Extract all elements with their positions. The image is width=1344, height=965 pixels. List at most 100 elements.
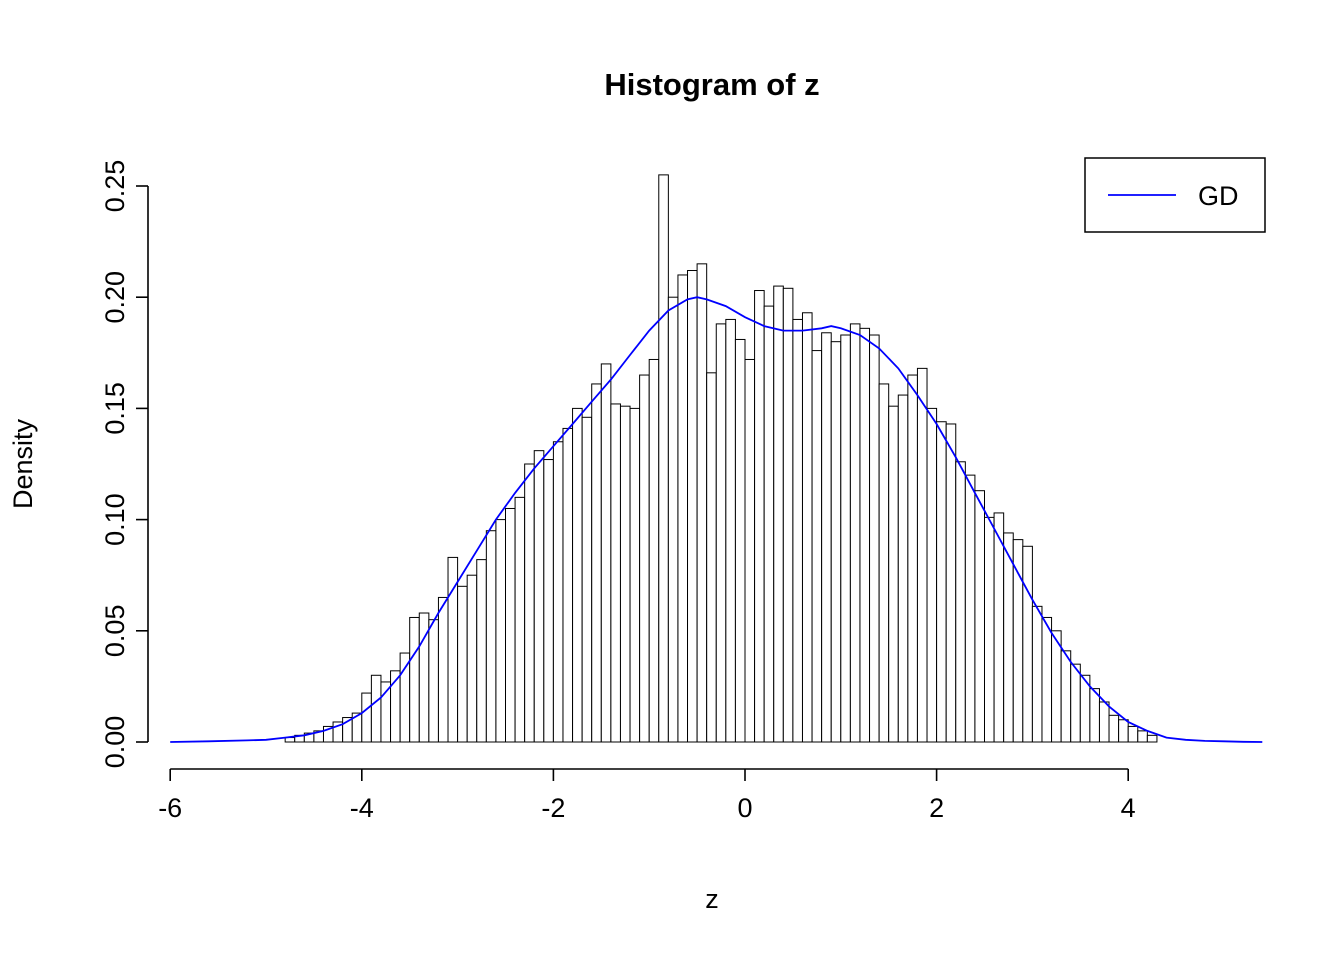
histogram-bar: [1137, 730, 1148, 743]
histogram-bar: [495, 519, 507, 743]
histogram-bars: [284, 174, 1158, 743]
histogram-bar: [591, 383, 602, 743]
histogram-bar: [1108, 714, 1120, 743]
x-tick-label: 0: [737, 793, 752, 823]
histogram-bar: [1098, 701, 1110, 743]
histogram-bar: [734, 338, 746, 743]
histogram-bar: [1022, 545, 1033, 743]
histogram-bar: [1089, 688, 1100, 743]
histogram-bar: [744, 358, 756, 743]
histogram-bar: [677, 274, 689, 743]
histogram-bar: [562, 427, 574, 743]
histogram-bar: [457, 585, 468, 743]
histogram-bar: [1051, 630, 1062, 743]
histogram-bar: [926, 407, 938, 743]
histogram-bar: [514, 496, 526, 743]
histogram-bar: [667, 296, 679, 743]
y-tick-label: 0.15: [100, 382, 130, 435]
histogram-bar: [916, 367, 928, 743]
histogram-bar: [610, 403, 621, 743]
histogram-bar: [600, 363, 612, 743]
x-tick-label: 2: [929, 793, 944, 823]
y-tick-label: 0.10: [100, 493, 130, 546]
histogram-bar: [466, 574, 478, 743]
histogram-bar: [409, 616, 420, 743]
histogram-bar: [639, 374, 650, 743]
x-tick-label: -6: [158, 793, 182, 823]
histogram-bar: [869, 334, 880, 743]
histogram-bar: [974, 490, 985, 743]
histogram-bar: [572, 407, 583, 743]
histogram-bar: [1041, 616, 1053, 743]
histogram-bar: [888, 405, 899, 743]
histogram-bar: [1070, 663, 1081, 743]
density-curve: [170, 296, 1263, 743]
histogram-bar: [648, 358, 660, 743]
histogram-bar: [361, 692, 372, 743]
histogram-bar: [581, 416, 593, 743]
histogram-bar: [687, 270, 698, 743]
y-axis-label: Density: [8, 418, 38, 509]
histogram-bar: [830, 341, 842, 743]
histogram-bar: [696, 263, 708, 743]
y-tick-label: 0.00: [100, 716, 130, 769]
histogram-bar: [849, 323, 861, 743]
histogram-bar: [782, 287, 794, 743]
y-tick-label: 0.25: [100, 160, 130, 213]
histogram-bar: [658, 174, 669, 743]
histogram-bar: [763, 305, 775, 743]
histogram-bar: [1060, 650, 1072, 743]
legend-box: [1084, 157, 1266, 233]
histogram-bar: [945, 423, 957, 743]
legend: GD: [1084, 157, 1266, 233]
histogram-bar: [485, 530, 497, 743]
histogram-bar: [715, 323, 727, 743]
histogram-bar: [897, 394, 909, 743]
histogram-bar: [1012, 539, 1024, 743]
histogram-bar: [964, 474, 976, 743]
histogram-bar: [629, 407, 641, 743]
histogram-bar: [801, 312, 813, 743]
histogram-bar: [1146, 734, 1158, 743]
y-axis: 0.00 0.05 0.10 0.15 0.20 0.25: [100, 160, 149, 769]
x-tick-label: 4: [1121, 793, 1136, 823]
histogram-bar: [984, 516, 995, 743]
histogram-bar: [706, 372, 717, 743]
y-tick-label: 0.05: [100, 605, 130, 658]
histogram-bar: [754, 290, 765, 743]
histogram-bar: [619, 405, 631, 743]
x-tick-label: -4: [350, 793, 374, 823]
histogram-bar: [370, 674, 382, 743]
x-axis: -6 -4 -2 0 2 4: [158, 768, 1136, 823]
histogram-bar: [476, 559, 487, 743]
histogram-bar: [840, 334, 851, 743]
histogram-bar: [1118, 719, 1129, 743]
histogram-bar: [792, 318, 803, 743]
histogram-bar: [821, 332, 832, 743]
histogram-bar: [955, 461, 966, 743]
histogram-bar: [859, 327, 871, 743]
histogram-bar: [773, 285, 784, 743]
histogram-bar: [543, 459, 554, 743]
chart-title: Histogram of z: [604, 67, 819, 102]
histogram-bar: [524, 463, 535, 743]
histogram-bar: [725, 318, 736, 743]
histogram-bar: [993, 512, 1005, 743]
histogram-bar: [1031, 605, 1043, 743]
histogram-bar: [936, 421, 947, 743]
histogram-bar: [428, 619, 439, 743]
histogram-bar: [1003, 532, 1014, 743]
histogram-bar: [907, 374, 918, 743]
histogram-bar: [1127, 725, 1139, 743]
histogram-bar: [552, 441, 564, 743]
x-axis-label: z: [705, 884, 719, 914]
histogram-bar: [878, 383, 890, 743]
x-tick-label: -2: [541, 793, 565, 823]
histogram-bar: [533, 450, 545, 743]
y-tick-label: 0.20: [100, 271, 130, 324]
histogram-bar: [811, 350, 823, 743]
legend-label: GD: [1198, 181, 1239, 211]
histogram-bar: [505, 507, 516, 743]
